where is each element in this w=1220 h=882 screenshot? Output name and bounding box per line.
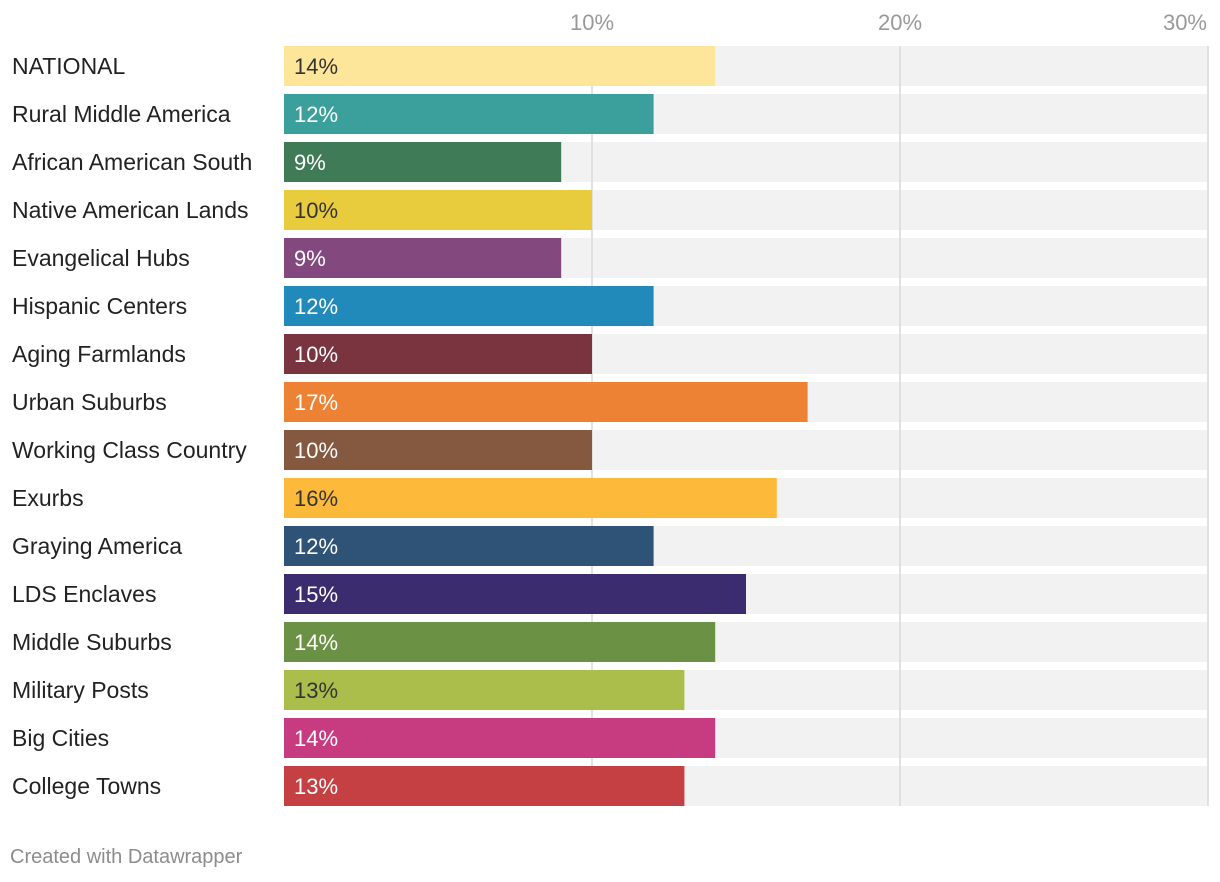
value-label: 10%: [294, 198, 338, 223]
value-label: 10%: [294, 438, 338, 463]
category-label: African American South: [12, 149, 252, 175]
category-label: Native American Lands: [12, 197, 249, 223]
value-label: 13%: [294, 678, 338, 703]
value-label: 9%: [294, 246, 326, 271]
category-label: LDS Enclaves: [12, 581, 156, 607]
value-label: 14%: [294, 726, 338, 751]
value-label: 10%: [294, 342, 338, 367]
x-tick-label: 10%: [570, 10, 614, 35]
bar: [284, 478, 777, 518]
category-label: Big Cities: [12, 725, 109, 751]
x-tick-label: 30%: [1163, 10, 1207, 35]
datawrapper-credit: Created with Datawrapper: [10, 846, 243, 868]
value-label: 14%: [294, 630, 338, 655]
value-label: 14%: [294, 54, 338, 79]
value-label: 12%: [294, 534, 338, 559]
bars: [284, 46, 808, 806]
value-label: 13%: [294, 774, 338, 799]
bar: [284, 382, 808, 422]
category-label: Evangelical Hubs: [12, 245, 190, 271]
x-tick-label: 20%: [878, 10, 922, 35]
value-label: 9%: [294, 150, 326, 175]
bar: [284, 526, 654, 566]
value-label: 16%: [294, 486, 338, 511]
bar-chart: 10% 20% 30% NATIONAL Rural Middle America Af…: [12, 10, 1209, 806]
bar: [284, 334, 592, 374]
bar: [284, 670, 685, 710]
bar: [284, 286, 654, 326]
bar: [284, 46, 716, 86]
bar: [284, 142, 562, 182]
value-label: 12%: [294, 294, 338, 319]
value-label: 17%: [294, 390, 338, 415]
category-label: Middle Suburbs: [12, 629, 172, 655]
bar: [284, 238, 562, 278]
category-label: NATIONAL: [12, 53, 126, 79]
category-label: Aging Farmlands: [12, 341, 186, 367]
bar: [284, 622, 716, 662]
category-label: Rural Middle America: [12, 101, 231, 127]
value-labels: 14% 12% 9% 10% 9% 12% 10% 17% 10% 16% 12% 15% 14% 13%…: [294, 54, 338, 799]
bar: [284, 430, 592, 470]
bar: [284, 718, 716, 758]
category-label: Military Posts: [12, 677, 149, 703]
category-label: College Towns: [12, 773, 161, 799]
value-label: 12%: [294, 102, 338, 127]
x-axis-ticks: 10% 20% 30%: [570, 10, 1207, 35]
bar: [284, 94, 654, 134]
category-label: Hispanic Centers: [12, 293, 187, 319]
category-label: Working Class Country: [12, 437, 247, 463]
bar: [284, 574, 746, 614]
bar: [284, 766, 685, 806]
category-label: Urban Suburbs: [12, 389, 167, 415]
value-label: 15%: [294, 582, 338, 607]
category-label: Exurbs: [12, 485, 84, 511]
category-labels: NATIONAL Rural Middle America African Amer…: [12, 53, 252, 799]
bar: [284, 190, 592, 230]
category-label: Graying America: [12, 533, 182, 559]
